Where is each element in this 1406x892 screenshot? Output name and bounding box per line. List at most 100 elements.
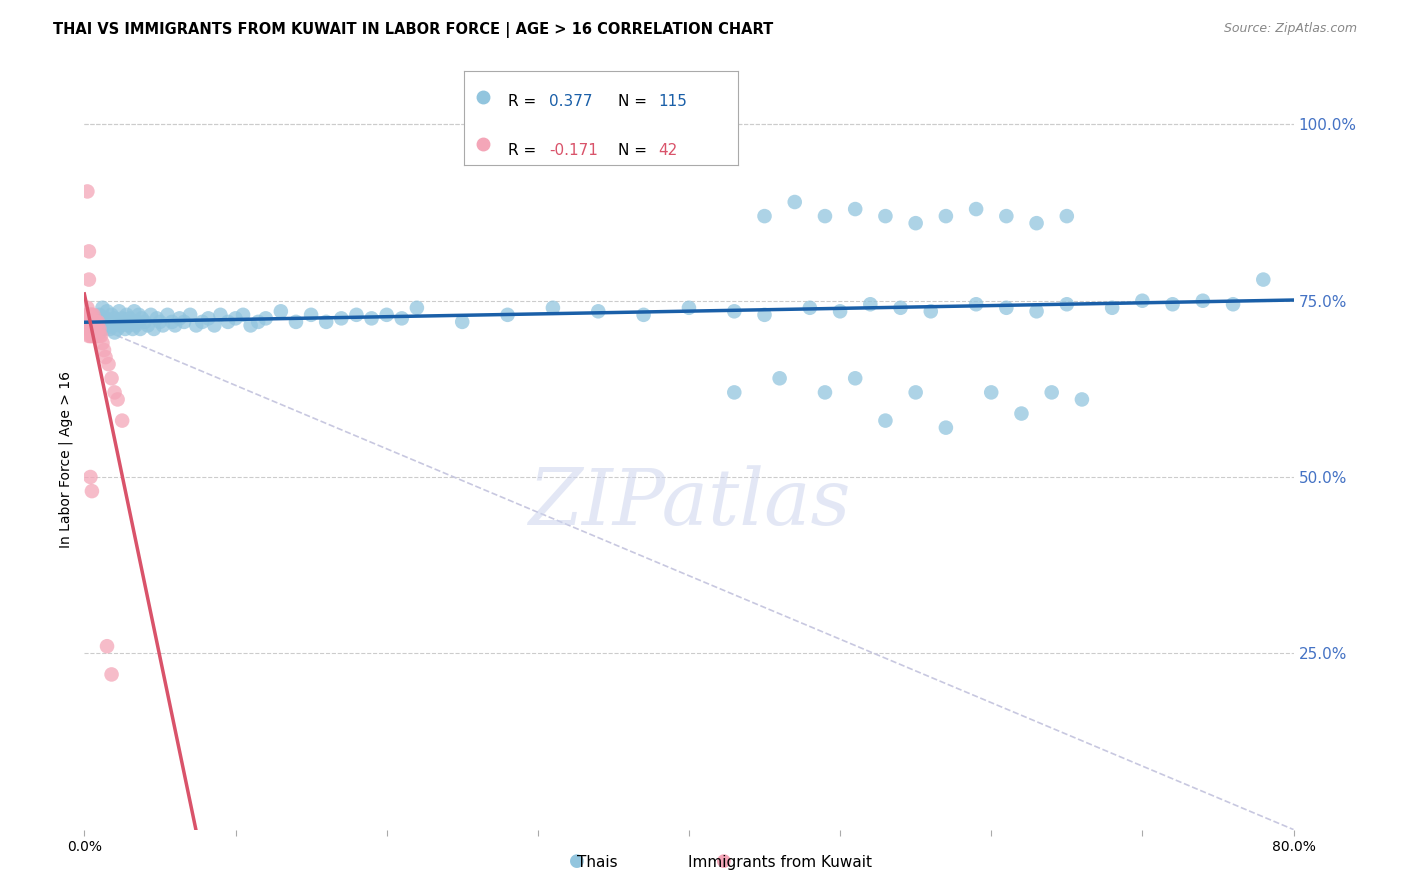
Point	[122, 304, 145, 318]
Point	[75, 315, 97, 329]
Point	[1253, 272, 1275, 286]
Point	[82, 315, 104, 329]
Point	[77, 329, 100, 343]
Text: Thais: Thais	[578, 855, 617, 870]
Point	[202, 318, 225, 333]
Point	[86, 311, 108, 326]
Point	[225, 311, 247, 326]
Point	[80, 308, 103, 322]
Point	[115, 308, 138, 322]
Point	[117, 318, 139, 333]
Point	[107, 392, 129, 407]
Point	[89, 308, 111, 322]
Point	[995, 209, 1018, 223]
Point	[84, 322, 107, 336]
Point	[232, 308, 254, 322]
Point	[754, 209, 776, 223]
Point	[173, 315, 195, 329]
Point	[77, 244, 100, 259]
Point	[127, 315, 149, 329]
Point	[844, 202, 866, 216]
Point	[79, 308, 101, 322]
Point	[111, 311, 134, 326]
Text: 42: 42	[658, 143, 678, 158]
Point	[90, 329, 112, 343]
Point	[920, 304, 942, 318]
Point	[980, 385, 1002, 400]
Point	[82, 329, 104, 343]
Point	[783, 194, 806, 209]
Point	[1222, 297, 1244, 311]
Point	[94, 311, 117, 326]
Point	[84, 322, 107, 336]
Point	[80, 484, 103, 499]
Point	[80, 329, 103, 343]
Point	[1011, 407, 1033, 421]
Point	[844, 371, 866, 385]
Point	[1056, 209, 1078, 223]
Point	[101, 318, 124, 333]
Point	[1130, 293, 1153, 308]
Point	[1071, 392, 1094, 407]
Point	[904, 216, 927, 230]
Point	[82, 308, 104, 322]
Point	[91, 336, 114, 351]
Point	[97, 357, 120, 371]
Point	[814, 385, 837, 400]
Point	[89, 326, 111, 340]
Point	[125, 318, 148, 333]
Point	[105, 315, 128, 329]
Point	[93, 322, 115, 336]
Point	[156, 308, 179, 322]
Point	[451, 315, 474, 329]
Point	[1101, 301, 1123, 315]
Point	[110, 318, 132, 333]
Point	[541, 301, 564, 315]
Point	[723, 385, 745, 400]
Point	[1040, 385, 1063, 400]
Point	[209, 308, 232, 322]
Text: R =: R =	[508, 94, 541, 109]
Point	[875, 414, 897, 428]
Point	[875, 209, 897, 223]
Point	[96, 639, 118, 653]
Point	[91, 301, 114, 315]
Text: R =: R =	[508, 143, 541, 158]
Point	[197, 311, 219, 326]
Point	[247, 315, 270, 329]
Point	[814, 209, 837, 223]
Point	[107, 322, 129, 336]
Point	[1025, 304, 1047, 318]
Point	[346, 308, 368, 322]
Point	[406, 301, 429, 315]
Point	[77, 322, 100, 336]
Point	[87, 318, 110, 333]
Point	[678, 301, 700, 315]
Point	[77, 272, 100, 286]
Point	[114, 322, 136, 336]
Point	[186, 318, 208, 333]
Point	[96, 318, 118, 333]
Point	[315, 315, 337, 329]
Point	[149, 315, 172, 329]
Point	[191, 315, 214, 329]
Point	[935, 209, 957, 223]
Point	[169, 311, 191, 326]
Point	[80, 315, 103, 329]
Point	[1161, 297, 1184, 311]
Point	[330, 311, 353, 326]
Text: ●: ●	[716, 852, 733, 870]
Point	[769, 371, 792, 385]
Point	[1056, 297, 1078, 311]
Point	[299, 308, 322, 322]
Point	[146, 311, 169, 326]
Text: -0.171: -0.171	[548, 143, 598, 158]
Text: N =: N =	[617, 143, 651, 158]
Point	[239, 318, 262, 333]
Point	[121, 322, 143, 336]
Point	[128, 308, 150, 322]
Point	[87, 322, 110, 336]
Point	[84, 315, 107, 329]
Point	[633, 308, 655, 322]
Point	[1025, 216, 1047, 230]
